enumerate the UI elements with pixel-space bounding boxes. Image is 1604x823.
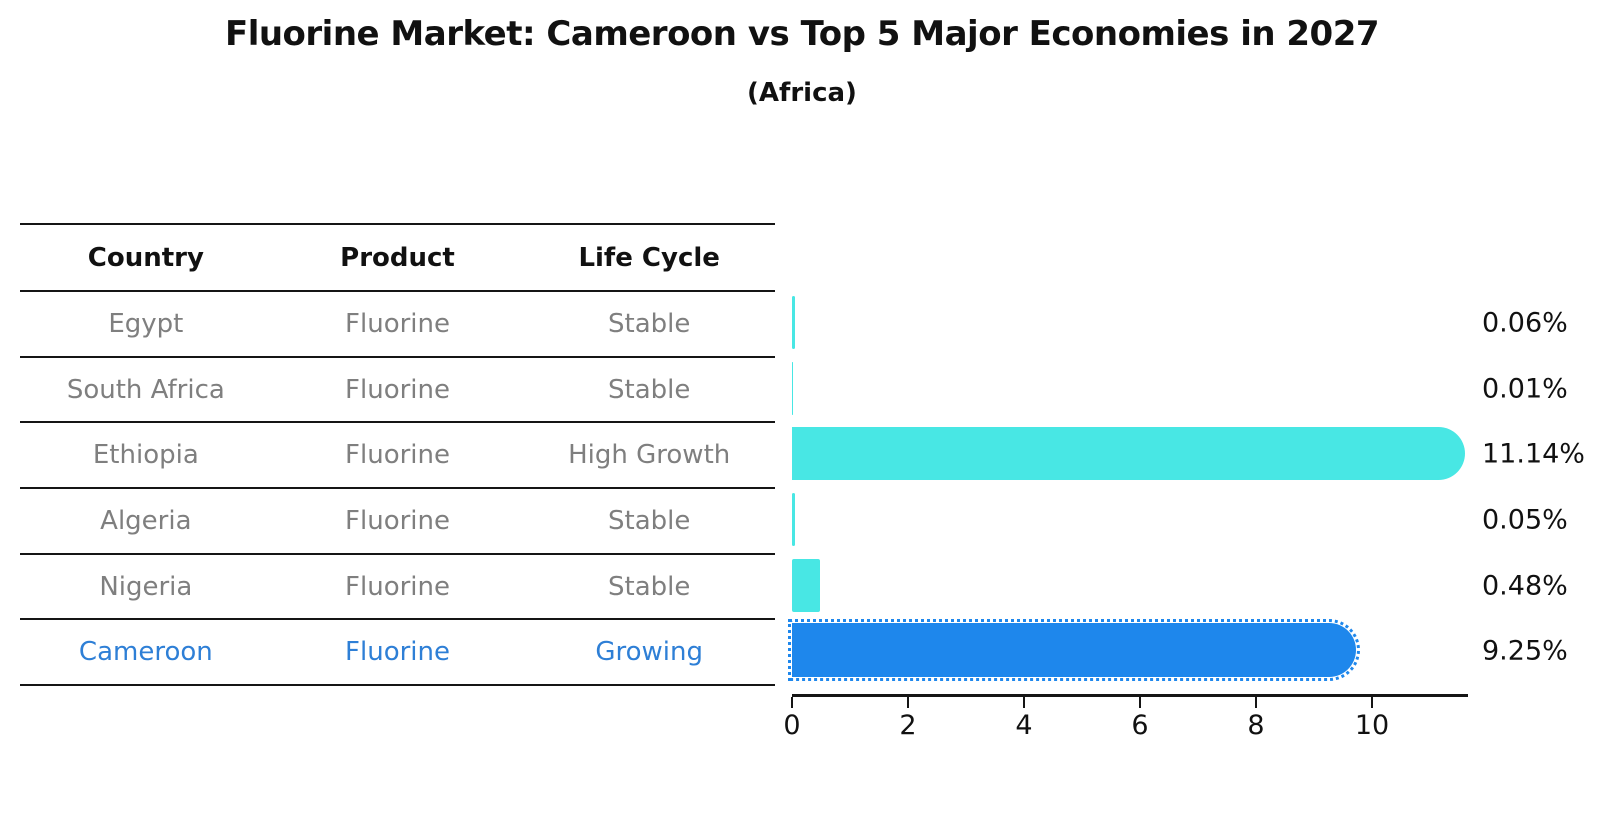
bar-value-label: 11.14% [1482, 438, 1585, 470]
tick-label: 6 [1131, 710, 1149, 741]
country-cell: Egypt [108, 308, 184, 339]
lifecycle-cell: Stable [608, 571, 691, 602]
bar-value-label: 0.01% [1482, 373, 1568, 405]
tick-mark [791, 697, 793, 708]
lifecycle-cell: Stable [608, 505, 691, 536]
bar-row-south-africa: 0.01% [792, 356, 1604, 422]
table-row-egypt: Egypt Fluorine Stable [20, 292, 775, 358]
bar-cameroon [788, 619, 1360, 682]
tick-mark [1139, 697, 1141, 708]
lifecycle-cell: High Growth [568, 440, 731, 471]
bar-algeria [792, 493, 795, 547]
bar-nigeria [792, 558, 820, 612]
col-header-country: Country [87, 242, 204, 273]
tick-label: 10 [1354, 710, 1390, 741]
product-cell: Fluorine [345, 637, 450, 668]
bar-value-label: 0.05% [1482, 504, 1568, 536]
bar-value-label: 0.06% [1482, 307, 1568, 339]
table-header-row: Country Product Life Cycle [20, 225, 775, 292]
chart-subtitle: (Africa) [747, 78, 857, 108]
country-table: Country Product Life Cycle Egypt Fluorin… [20, 223, 775, 687]
product-cell: Fluorine [345, 505, 450, 536]
product-cell: Fluorine [345, 374, 450, 405]
tick-mark [1255, 697, 1257, 708]
col-header-product: Product [340, 242, 455, 273]
bar-row-egypt: 0.06% [792, 290, 1604, 356]
chart-title: Fluorine Market: Cameroon vs Top 5 Major… [224, 14, 1380, 54]
bar-chart-area: 0.06% 0.01% 11.14% 0.05% 0.48% 9.25% [788, 290, 1604, 684]
table-row-ethiopia: Ethiopia Fluorine High Growth [20, 423, 775, 490]
bar-south-africa [792, 361, 794, 415]
bar-egypt [792, 296, 796, 349]
tick-mark [1371, 697, 1373, 708]
lifecycle-cell: Stable [608, 374, 691, 405]
tick-label: 4 [1015, 710, 1033, 741]
tick-label: 0 [783, 710, 801, 741]
tick-label: 8 [1247, 710, 1265, 741]
bar-row-algeria: 0.05% [792, 487, 1604, 553]
tick-mark [1023, 697, 1025, 708]
bar-row-ethiopia: 11.14% [792, 421, 1604, 487]
bar-value-label: 0.48% [1482, 570, 1568, 602]
country-cell: South Africa [66, 374, 225, 405]
table-row-algeria: Algeria Fluorine Stable [20, 489, 775, 555]
product-cell: Fluorine [345, 571, 450, 602]
lifecycle-cell: Stable [608, 308, 691, 339]
bar-ethiopia [792, 427, 1466, 481]
table-row-nigeria: Nigeria Fluorine Stable [20, 555, 775, 621]
lifecycle-cell: Growing [595, 637, 703, 668]
table-row-south-africa: South Africa Fluorine Stable [20, 358, 775, 424]
x-axis: 0 2 4 6 8 10 [783, 694, 1604, 764]
bar-row-nigeria: 0.48% [792, 553, 1604, 619]
tick-label: 2 [899, 710, 917, 741]
country-cell: Nigeria [99, 571, 193, 602]
country-cell: Algeria [100, 505, 192, 536]
table-row-cameroon: Cameroon Fluorine Growing [20, 620, 775, 687]
bar-row-cameroon: 9.25% [788, 618, 1604, 684]
x-axis-line [792, 694, 1468, 697]
product-cell: Fluorine [345, 308, 450, 339]
col-header-lifecycle: Life Cycle [578, 242, 720, 273]
bar-value-label: 9.25% [1482, 635, 1568, 667]
product-cell: Fluorine [345, 440, 450, 471]
country-cell: Cameroon [78, 637, 213, 668]
tick-mark [907, 697, 909, 708]
country-cell: Ethiopia [92, 440, 199, 471]
